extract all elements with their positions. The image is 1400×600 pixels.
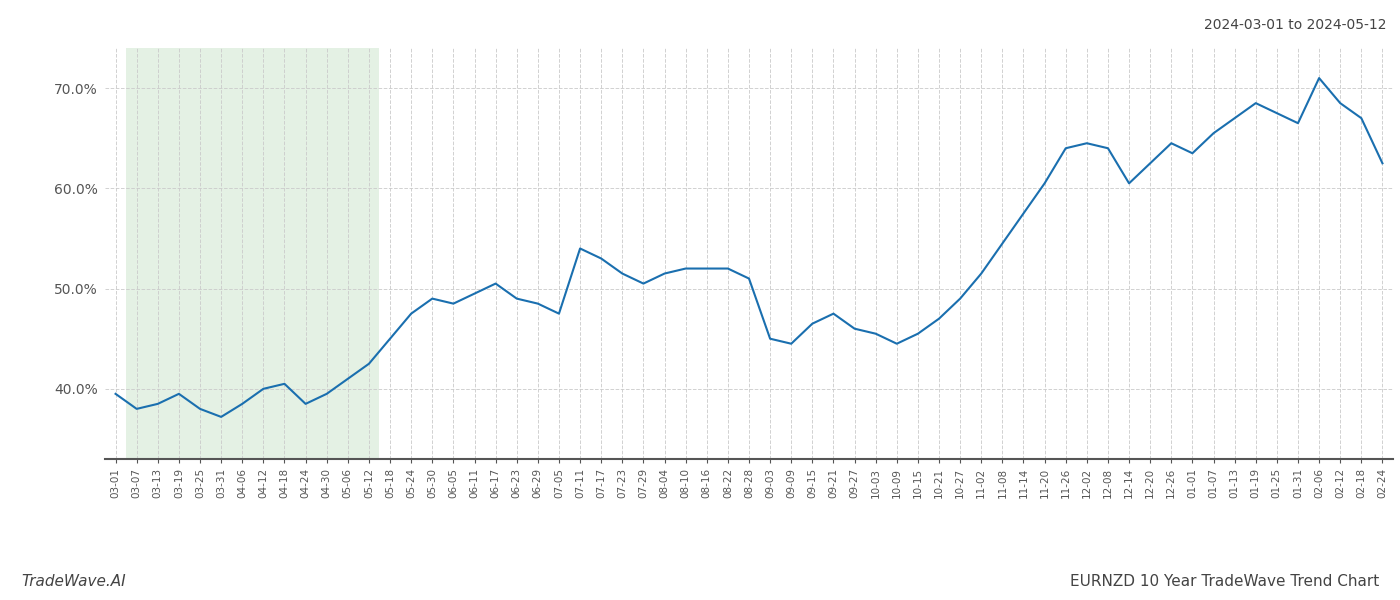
Bar: [126, 48, 379, 459]
Text: EURNZD 10 Year TradeWave Trend Chart: EURNZD 10 Year TradeWave Trend Chart: [1070, 574, 1379, 589]
Text: TradeWave.AI: TradeWave.AI: [21, 574, 126, 589]
Text: 2024-03-01 to 2024-05-12: 2024-03-01 to 2024-05-12: [1204, 18, 1386, 32]
